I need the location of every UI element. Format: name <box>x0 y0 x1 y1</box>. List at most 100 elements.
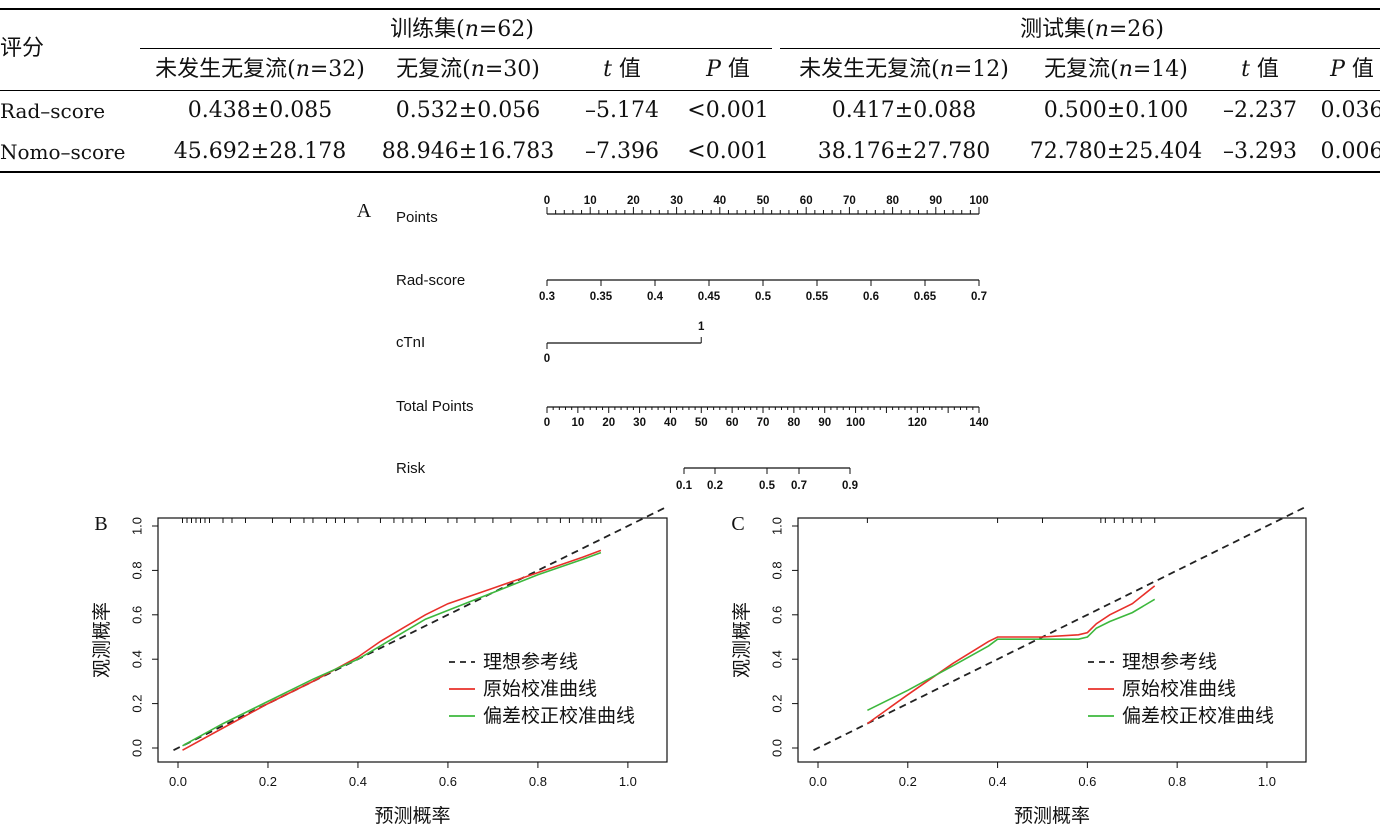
scale-name: Points <box>396 209 438 226</box>
table-cell: –3.293 <box>1223 139 1297 164</box>
x-tick-label: 0.0 <box>809 774 827 789</box>
subheader-symbol: P <box>1330 57 1345 82</box>
ideal-reference-line <box>813 505 1307 752</box>
scale-tick-label: 0.35 <box>590 291 613 303</box>
panel-label: C <box>731 513 744 535</box>
scale-tick-label: 50 <box>695 417 708 429</box>
subheader-symbol: t <box>603 57 612 82</box>
table-cell: –5.174 <box>585 98 659 123</box>
scale-tick-label: 0.3 <box>539 291 555 303</box>
subheader-suffix: 值 <box>1344 57 1374 82</box>
y-tick-label: 0.2 <box>129 695 144 713</box>
group-n-value: =26 <box>1108 17 1156 42</box>
y-axis-label: 观测概率 <box>91 602 113 678</box>
ideal-reference-line <box>173 505 668 752</box>
group-label: 训练集 <box>390 17 457 42</box>
subheader-symbol: P <box>706 57 721 82</box>
subheader-symbol: n <box>470 57 485 82</box>
scale-tick-label: 30 <box>633 417 646 429</box>
column-subheader: t 值 <box>1241 56 1279 84</box>
scale-tick-label: 0 <box>544 353 550 365</box>
scale-name: Risk <box>396 460 426 477</box>
scale-tick-label: 90 <box>818 417 831 429</box>
scale-tick-label: 140 <box>969 417 988 429</box>
scale-name: Rad-score <box>396 272 465 289</box>
apparent-calibration-curve <box>866 585 1156 725</box>
group-label: 测试集 <box>1020 17 1087 42</box>
apparent-calibration-curve <box>182 549 602 751</box>
table-cell: <0.001 <box>687 139 769 164</box>
table-bottom-rule <box>0 171 1380 173</box>
header-bottom-rule <box>0 90 1380 91</box>
scale-tick-label: 20 <box>627 195 640 207</box>
scale-name: Total Points <box>396 398 474 415</box>
scale-total-points: Total Points 0 10 20 30 40 50 60 70 80 90 100 120 140 <box>396 398 989 429</box>
table-cell: 0.417±0.088 <box>831 98 977 123</box>
scale-tick-label: 40 <box>713 195 726 207</box>
scale-tick-label: 0.9 <box>842 480 858 492</box>
scale-ctni: cTnI 0 1 <box>396 321 705 365</box>
column-subheader: 未发生无复流(n=12) <box>799 56 1009 84</box>
scale-tick-label: 0.5 <box>755 291 772 303</box>
scale-tick-label: 10 <box>584 195 597 207</box>
table-cell: 38.176±27.780 <box>817 139 991 164</box>
x-tick-label: 0.4 <box>349 774 367 789</box>
group-n-symbol: n <box>1094 17 1109 42</box>
legend-label: 偏差校正校准曲线 <box>483 705 635 727</box>
scale-tick-label: 0 <box>544 195 550 207</box>
table-cell: 88.946±16.783 <box>381 139 555 164</box>
x-tick-label: 1.0 <box>619 774 637 789</box>
subheader-prefix: 无复流( <box>396 57 471 82</box>
column-subheader: t 值 <box>603 56 641 84</box>
scale-tick-label: 0.45 <box>698 291 721 303</box>
y-axis-label: 观测概率 <box>731 602 753 678</box>
x-tick-label: 0.8 <box>1168 774 1186 789</box>
x-tick-label: 0.0 <box>169 774 187 789</box>
panel-label: A <box>357 200 372 222</box>
scale-tick-label: 0.4 <box>647 291 664 303</box>
y-tick-label: 0.8 <box>129 561 144 579</box>
y-tick-label: 0.4 <box>129 650 144 668</box>
group-header-test: 测试集(n=26) <box>1020 17 1164 42</box>
x-tick-label: 0.6 <box>1078 774 1096 789</box>
subheader-prefix: 无复流( <box>1044 57 1119 82</box>
plot-frame <box>157 517 668 763</box>
subheader-suffix: 值 <box>720 57 750 82</box>
table-cell: –2.237 <box>1223 98 1297 123</box>
scale-tick-label: 100 <box>846 417 865 429</box>
y-tick-label: 0.6 <box>129 606 144 624</box>
scale-tick-label: 1 <box>698 321 705 333</box>
row-label: Rad–score <box>0 99 106 123</box>
scale-tick-label: 0.7 <box>971 291 987 303</box>
legend-label: 原始校准曲线 <box>483 678 597 700</box>
table-cell: 0.532±0.056 <box>395 98 541 123</box>
scale-tick-label: 0.7 <box>791 480 807 492</box>
table-cell: 45.692±28.178 <box>173 139 347 164</box>
row-label: Nomo–score <box>0 140 126 164</box>
group-n-value: =62 <box>478 17 526 42</box>
scale-tick-label: 0.2 <box>707 480 723 492</box>
scale-tick-label: 0.1 <box>676 480 693 492</box>
y-tick-label: 0.2 <box>769 695 784 713</box>
subheader-prefix: 未发生无复流( <box>799 57 940 82</box>
scale-tick-label: 0 <box>544 417 550 429</box>
calibration-chart-b: B 0.0 0.2 0.4 0.6 0.8 1.0 0.0 0.2 0.4 0.6 0.8 1.0 预测概… <box>91 505 668 827</box>
subheader-suffix: 值 <box>1249 57 1279 82</box>
y-tick-label: 0.6 <box>769 606 784 624</box>
scale-tick-label: 0.55 <box>806 291 829 303</box>
scale-tick-label: 50 <box>757 195 770 207</box>
scale-tick-label: 30 <box>670 195 683 207</box>
x-axis-label: 预测概率 <box>374 805 450 827</box>
x-tick-label: 0.2 <box>259 774 277 789</box>
scale-name: cTnI <box>396 334 425 351</box>
y-tick-label: 1.0 <box>769 517 784 535</box>
legend-label: 理想参考线 <box>483 651 578 673</box>
subheader-symbol: n <box>295 57 310 82</box>
scale-tick-label: 0.6 <box>863 291 879 303</box>
scale-tick-label: 20 <box>602 417 615 429</box>
table-cell: <0.001 <box>687 98 769 123</box>
column-subheader: P 值 <box>1330 56 1374 84</box>
column-subheader: 无复流(n=30) <box>396 56 540 84</box>
